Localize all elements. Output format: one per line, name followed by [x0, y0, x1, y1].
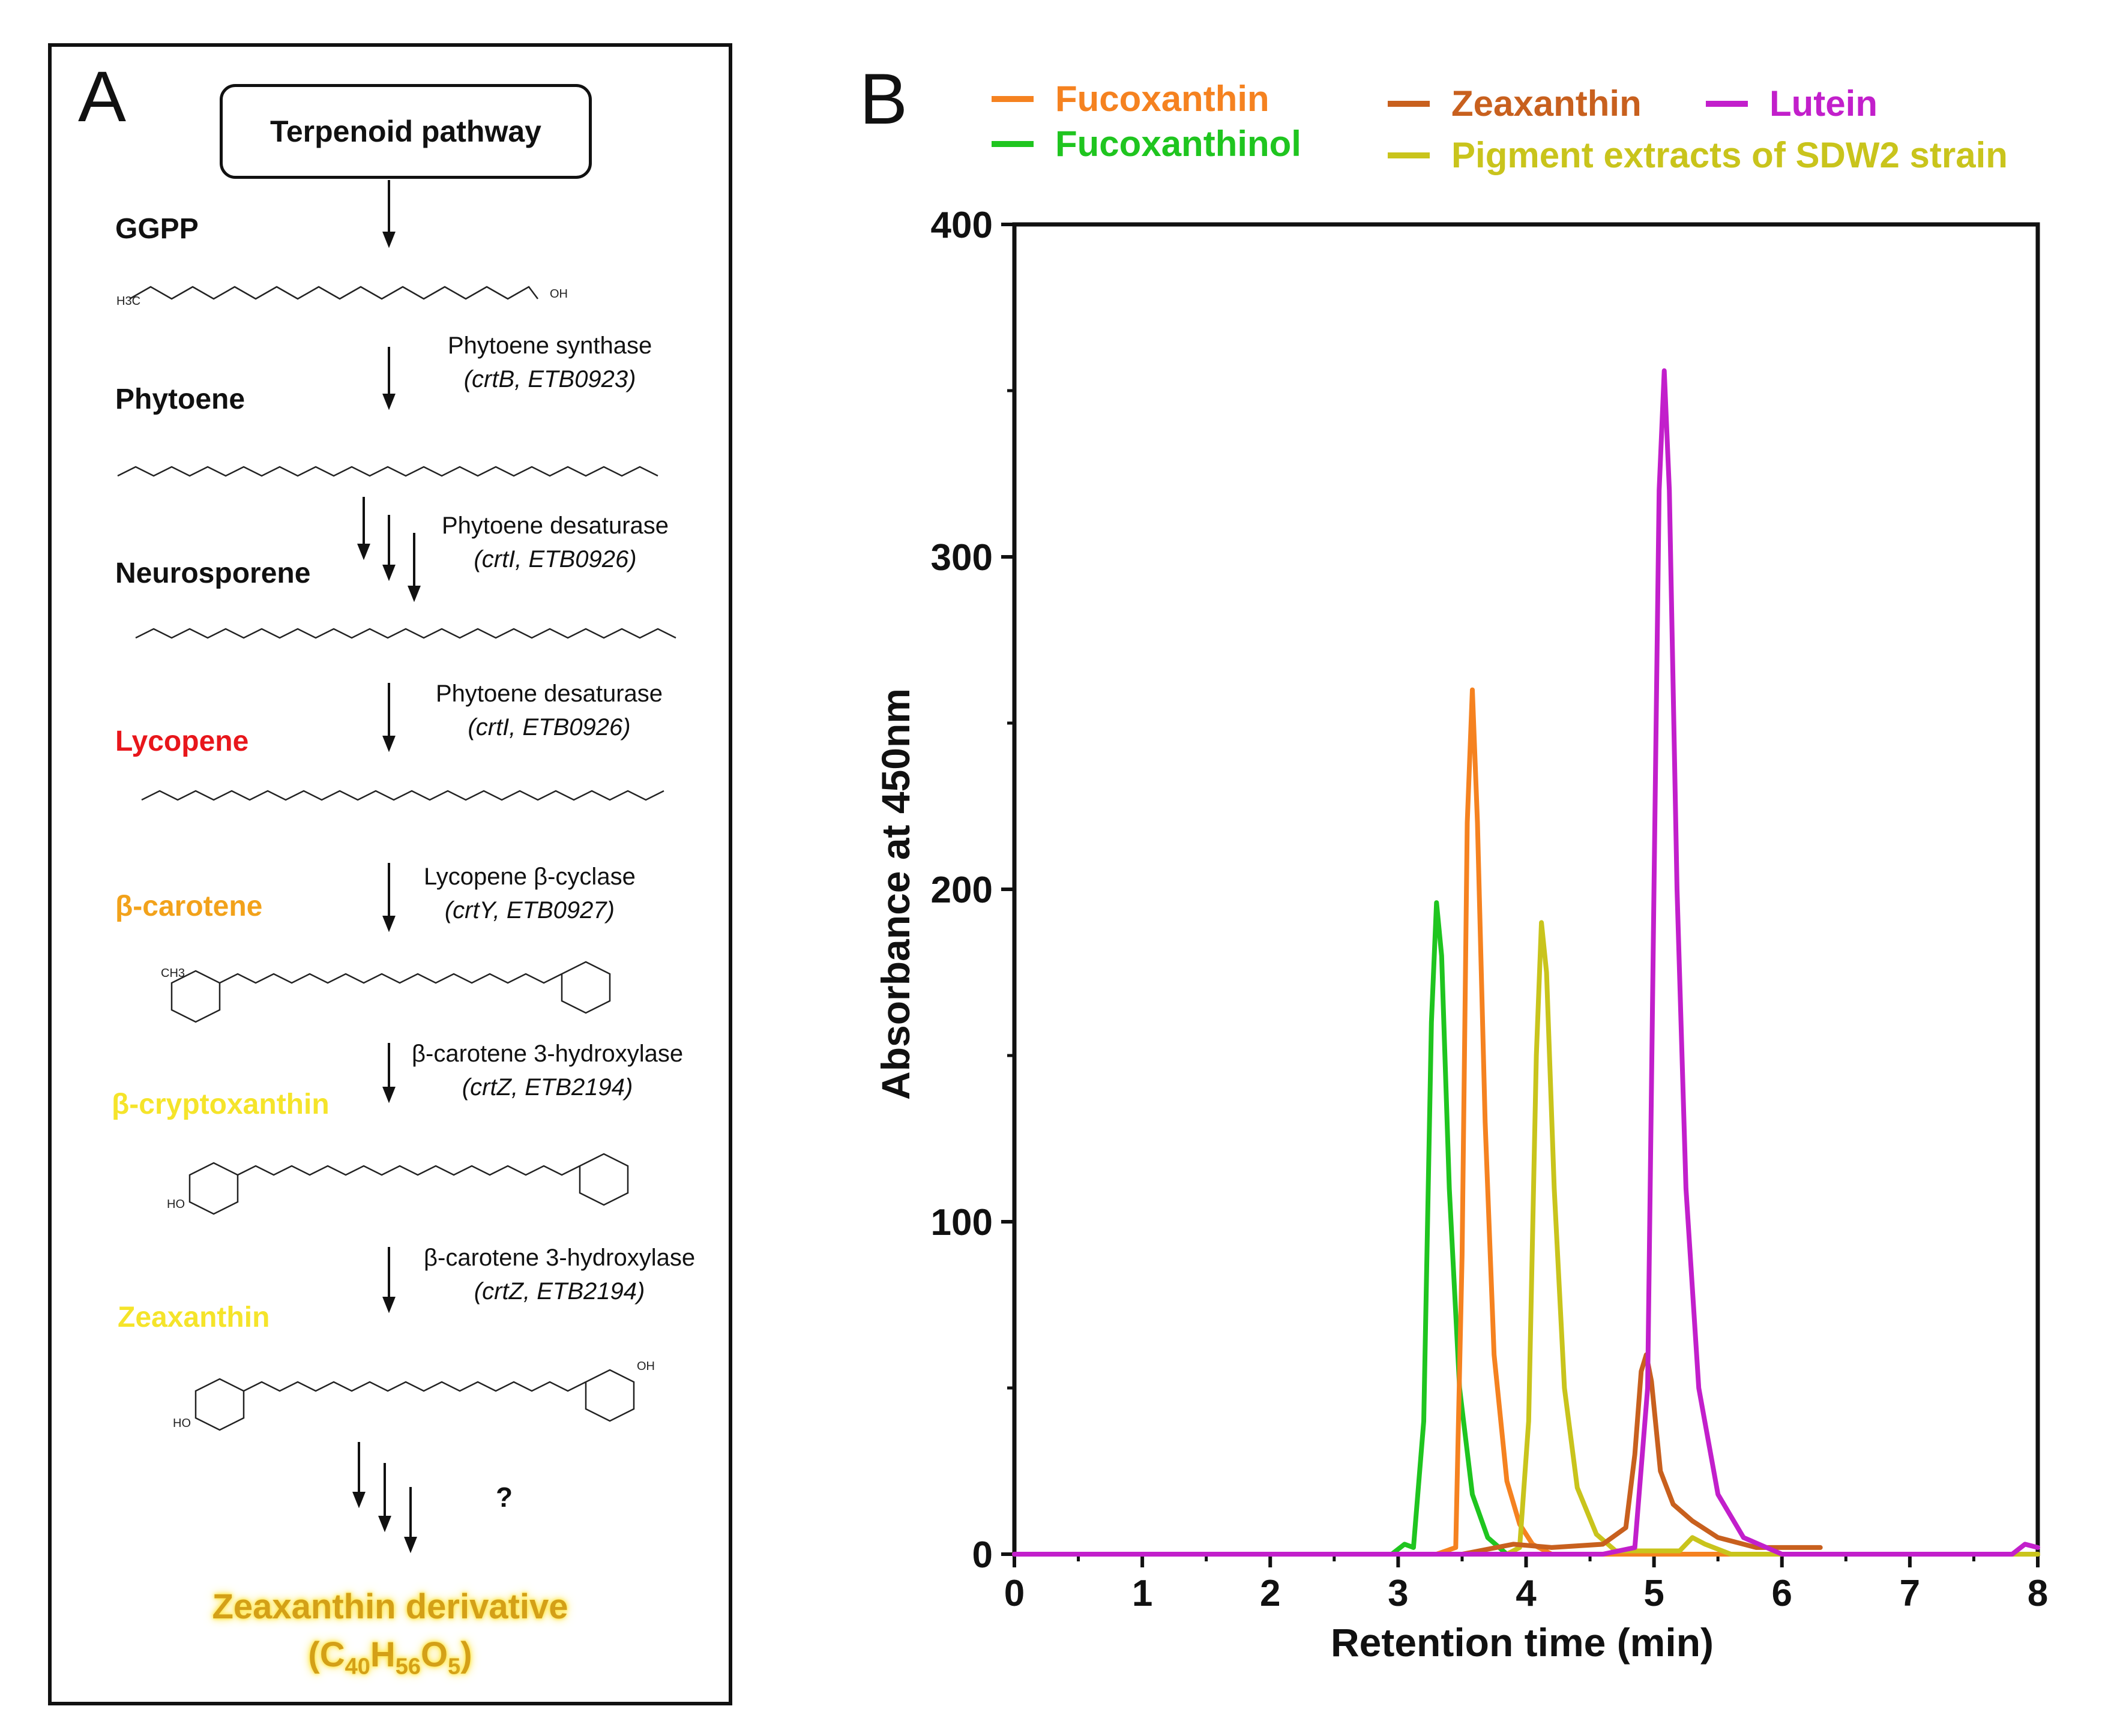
x-tick-label: 6: [1772, 1573, 1792, 1614]
enzyme-phytoene-synthase: Phytoene synthase (crtB, ETB0923): [448, 332, 652, 392]
legend-swatch: [992, 95, 1034, 102]
x-axis-label: Retention time (min): [1331, 1620, 1714, 1665]
compound-lycopene: Lycopene: [115, 725, 249, 757]
zeaxanthin-ring-right: [585, 1369, 635, 1422]
plot-frame: [1012, 222, 2040, 1557]
arrowhead: [352, 1492, 366, 1509]
enzyme-phytoene-desaturase-1: Phytoene desaturase (crtI, ETB0926): [442, 512, 669, 572]
final-product-formula: (C40H56O5): [308, 1635, 472, 1680]
pathway-arrows: [352, 180, 421, 1554]
arrowhead: [378, 1516, 391, 1533]
arrowhead: [382, 565, 396, 581]
legend-sdw2-extract: Pigment extracts of SDW2 strain: [1388, 134, 2008, 176]
cryptoxanthin-hydroxyl-label: HO: [167, 1198, 185, 1211]
y-axis: 0 100 200 300 400: [931, 205, 1014, 1576]
beta-cryptoxanthin-chain: [237, 1165, 580, 1176]
zeaxanthin-chain: [243, 1381, 586, 1392]
x-tick-label: 4: [1516, 1573, 1537, 1614]
y-tick-label: 0: [972, 1534, 993, 1576]
x-axis: 0 1 2 3 4 5 6 7 8: [1004, 1554, 2048, 1614]
compound-beta-cryptoxanthin: β-cryptoxanthin: [112, 1089, 330, 1120]
arrowhead: [382, 1297, 396, 1314]
neurosporene-structure: [135, 628, 676, 639]
legend-swatch: [1388, 100, 1430, 107]
y-tick-label: 100: [931, 1202, 993, 1243]
series-line-fucoxanthinol: [1012, 900, 2040, 1557]
beta-carotene-methyl-label: CH3: [161, 967, 185, 980]
arrowhead: [404, 1537, 417, 1554]
enzyme-lycopene-beta-cyclase: Lycopene β-cyclase (crtY, ETB0927): [424, 863, 636, 924]
series-line-pigment-extracts-of-sdw2-strain: [1012, 920, 2040, 1557]
ggpp-methyl-label: H3C: [116, 295, 140, 308]
legend-zeaxanthin: Zeaxanthin: [1388, 83, 1642, 124]
terpenoid-pathway-label: Terpenoid pathway: [270, 115, 541, 148]
x-tick-label: 3: [1388, 1573, 1408, 1614]
unknown-step-mark: ?: [496, 1482, 513, 1513]
phytoene-structure: [117, 466, 658, 477]
lycopene-structure: [141, 790, 664, 801]
ggpp-structure: [129, 286, 538, 300]
chemical-structures: H3C OH CH3 HO HO OH: [116, 286, 676, 1431]
panel-a-pathway: A Terpenoid pathway GGPP Phytoene Neuros…: [48, 43, 732, 1705]
legend-fucoxanthinol: Fucoxanthinol: [992, 123, 1301, 164]
arrowhead: [382, 1087, 396, 1104]
legend-lutein: Lutein: [1706, 83, 1878, 124]
compound-neurosporene: Neurosporene: [115, 557, 311, 589]
final-product: Zeaxanthin derivative (C40H56O5): [52, 1583, 729, 1691]
x-tick-label: 7: [1900, 1573, 1920, 1614]
arrowhead: [408, 586, 421, 602]
x-tick-label: 8: [2028, 1573, 2048, 1614]
y-axis-label: Absorbance at 450nm: [873, 688, 918, 1100]
legend-label: Pigment extracts of SDW2 strain: [1451, 135, 2008, 175]
beta-carotene-chain: [219, 973, 562, 984]
y-tick-label: 400: [931, 205, 993, 246]
compound-zeaxanthin: Zeaxanthin: [118, 1302, 270, 1333]
legend-label: Zeaxanthin: [1451, 83, 1642, 124]
series-layer: [1012, 368, 2040, 1557]
series-line-lutein: [1012, 368, 2040, 1557]
series-line-fucoxanthin: [1012, 687, 2040, 1557]
enzyme-beta-carotene-hydroxylase-2: β-carotene 3-hydroxylase (crtZ, ETB2194): [424, 1245, 696, 1305]
arrowhead: [357, 544, 370, 560]
arrowhead: [382, 232, 396, 248]
arrowhead: [382, 916, 396, 933]
compound-ggpp: GGPP: [115, 213, 199, 245]
legend-label: Fucoxanthin: [1055, 79, 1269, 119]
zeaxanthin-oh-label: OH: [637, 1360, 655, 1373]
legend-label: Lutein: [1769, 83, 1878, 124]
compound-beta-carotene: β-carotene: [115, 891, 263, 922]
legend-swatch: [1706, 100, 1748, 107]
x-tick-label: 5: [1643, 1573, 1664, 1614]
legend-swatch: [992, 140, 1034, 147]
arrowhead: [382, 736, 396, 752]
panel-b-label: B: [860, 59, 908, 139]
ggpp-hydroxyl-label: OH: [550, 287, 568, 301]
beta-carotene-ring-right: [561, 961, 611, 1014]
y-tick-label: 200: [931, 870, 993, 911]
legend-label: Fucoxanthinol: [1055, 124, 1301, 164]
terpenoid-pathway-box: Terpenoid pathway: [220, 84, 592, 179]
beta-cryptoxanthin-ring-right: [579, 1153, 629, 1206]
y-tick-label: 300: [931, 537, 993, 578]
panel-a-label: A: [78, 56, 127, 137]
legend-swatch: [1388, 152, 1430, 158]
legend-fucoxanthin: Fucoxanthin: [992, 78, 1269, 119]
arrowhead: [382, 394, 396, 410]
zeaxanthin-hydroxyl-label: HO: [173, 1417, 191, 1430]
x-tick-label: 0: [1004, 1573, 1025, 1614]
compound-phytoene: Phytoene: [115, 383, 245, 415]
series-line-zeaxanthin: [1012, 1352, 1823, 1557]
enzyme-beta-carotene-hydroxylase-1: β-carotene 3-hydroxylase (crtZ, ETB2194): [412, 1041, 684, 1101]
x-tick-label: 1: [1132, 1573, 1152, 1614]
x-tick-label: 2: [1260, 1573, 1280, 1614]
enzyme-phytoene-desaturase-2: Phytoene desaturase (crtI, ETB0926): [436, 680, 663, 740]
final-product-name: Zeaxanthin derivative: [212, 1587, 568, 1626]
plot-border: [1012, 222, 2040, 1557]
